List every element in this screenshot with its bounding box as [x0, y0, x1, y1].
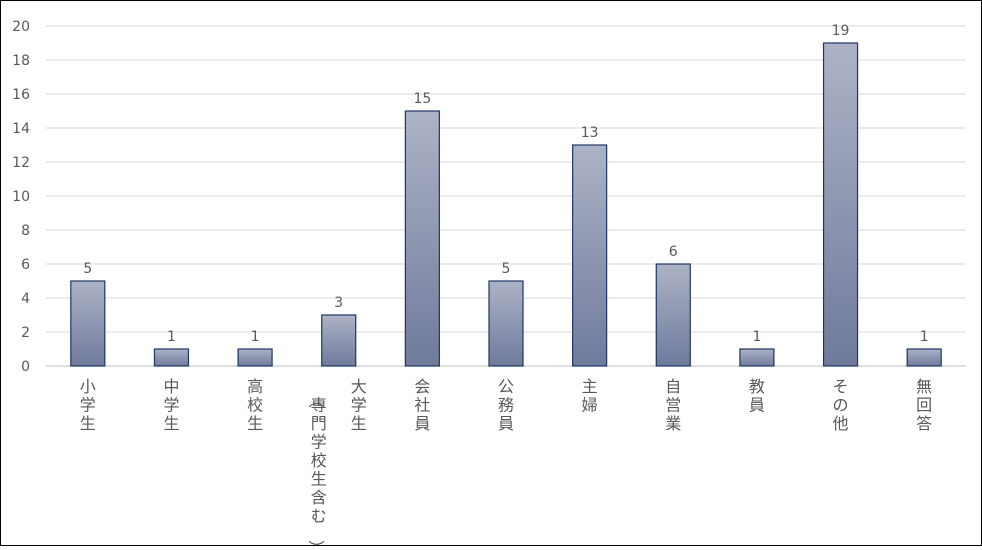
y-tick-label: 4 — [21, 291, 30, 307]
gridlines — [46, 25, 966, 367]
x-tick-label: 自営業 — [665, 377, 681, 433]
data-label: 13 — [581, 125, 599, 141]
data-label: 3 — [334, 295, 343, 311]
data-label: 19 — [832, 23, 850, 39]
data-label: 1 — [251, 329, 260, 345]
x-tick-label: 中学生 — [163, 377, 179, 433]
bar — [321, 314, 357, 367]
y-tick-label: 8 — [21, 223, 30, 239]
data-label: 6 — [669, 244, 678, 260]
x-tick-label: 高校生 — [247, 377, 263, 433]
x-tick-label: （専門学校生含む） — [307, 392, 327, 546]
y-tick-label: 20 — [12, 19, 30, 35]
x-tick-label: 主婦 — [582, 377, 598, 415]
y-axis-ticks: 0 2 4 6 8 10 12 14 16 18 20 — [12, 19, 30, 375]
y-tick-label: 16 — [12, 87, 30, 103]
bar — [404, 110, 440, 367]
bar — [572, 144, 608, 367]
data-label: 1 — [167, 329, 176, 345]
y-tick-label: 14 — [12, 121, 30, 137]
x-tick-label: その他 — [833, 377, 849, 433]
x-tick-label: 会社員 — [414, 377, 430, 433]
data-label: 5 — [83, 261, 92, 277]
bar — [70, 280, 106, 367]
x-tick-label: 教員 — [749, 377, 765, 415]
bars — [70, 42, 942, 367]
bar — [655, 263, 691, 367]
bar — [153, 348, 190, 367]
data-label: 5 — [502, 261, 511, 277]
data-label: 1 — [920, 329, 929, 345]
bar — [822, 42, 859, 367]
bar — [488, 280, 524, 367]
y-tick-label: 12 — [12, 155, 30, 171]
x-tick-label: 公務員 — [498, 377, 514, 433]
bar — [739, 348, 775, 367]
y-tick-label: 2 — [21, 325, 30, 341]
y-tick-label: 6 — [21, 257, 30, 273]
x-tick-label: 小学生 — [80, 377, 96, 433]
y-tick-label: 18 — [12, 53, 30, 69]
bar — [237, 348, 273, 367]
data-label: 1 — [752, 329, 761, 345]
data-label: 15 — [413, 91, 431, 107]
x-axis-ticks: 小学生 中学生 高校生 （専門学校生含む） 大学生 会社員 公務員 主婦 自営業 教員 その他 無回答 — [80, 377, 932, 550]
y-tick-label: 10 — [12, 189, 30, 205]
bar — [906, 348, 942, 367]
x-tick-label: 大学生 — [351, 377, 367, 433]
y-tick-label: 0 — [21, 359, 30, 375]
x-tick-label: 無回答 — [916, 377, 932, 433]
